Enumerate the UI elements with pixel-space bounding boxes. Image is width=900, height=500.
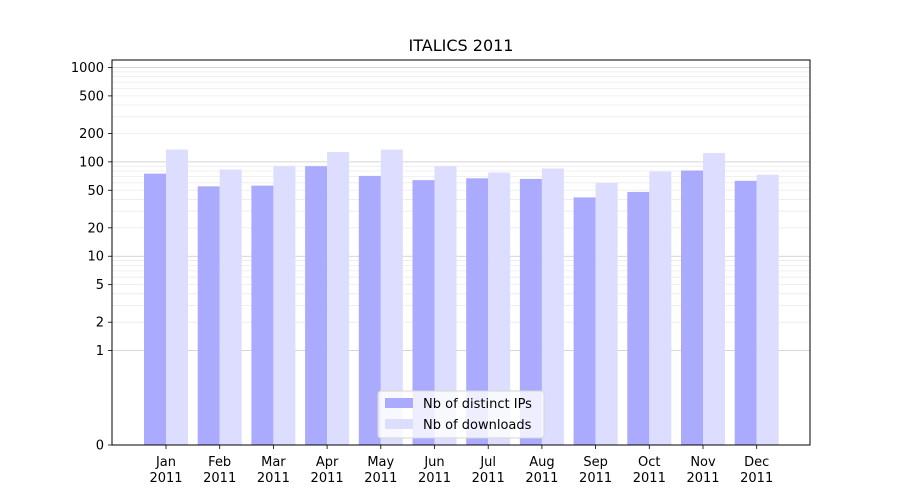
x-tick-label: Feb 2011 <box>203 455 236 486</box>
y-tick-label: 0 <box>96 439 104 454</box>
y-tick-label: 200 <box>79 127 104 142</box>
bar-distinct-ips-9 <box>627 191 650 445</box>
x-tick-label: Jul 2011 <box>472 455 505 486</box>
plot-frame <box>111 59 811 446</box>
legend-label: Nb of distinct IPs <box>423 397 532 412</box>
x-tick-label: Aug 2011 <box>525 455 558 486</box>
legend-label: Nb of downloads <box>423 418 532 433</box>
bar-distinct-ips-6 <box>466 178 489 445</box>
bar-distinct-ips-11 <box>734 180 757 445</box>
bar-downloads-7 <box>541 168 564 445</box>
chart-title: ITALICS 2011 <box>409 36 514 55</box>
y-tick-label: 100 <box>79 155 104 170</box>
legend-swatch <box>385 419 413 429</box>
x-tick-label: Jan 2011 <box>149 455 182 486</box>
legend-box <box>377 390 545 439</box>
bar-downloads-9 <box>649 171 672 445</box>
bar-distinct-ips-2 <box>251 185 274 445</box>
bar-downloads-11 <box>756 174 779 445</box>
bars <box>144 149 779 446</box>
bar-downloads-8 <box>595 182 618 445</box>
y-tick-label: 20 <box>87 221 104 236</box>
x-tick-label: May 2011 <box>364 455 397 486</box>
y-tick-label: 2 <box>96 316 104 331</box>
y-axis: 0 1 2 5 10 20 50 100 200 500 1000 <box>71 61 112 454</box>
bar-distinct-ips-7 <box>519 178 542 445</box>
y-tick-label: 10 <box>87 250 104 265</box>
y-tick-label: 5 <box>96 278 104 293</box>
legend-swatch <box>385 398 413 408</box>
bar-distinct-ips-4 <box>358 175 381 445</box>
bar-downloads-6 <box>488 172 511 445</box>
bar-downloads-4 <box>380 149 403 445</box>
legend: Nb of distinct IPs Nb of downloads <box>377 390 545 439</box>
bar-distinct-ips-8 <box>573 197 596 445</box>
x-axis: Jan 2011 Feb 2011 Mar 2011 Apr 2011 May 2011 Jun 20… <box>149 445 773 486</box>
x-tick-label: Apr 2011 <box>311 455 344 486</box>
bar-downloads-0 <box>166 149 188 445</box>
bar-distinct-ips-0 <box>144 173 166 446</box>
x-tick-label: Oct 2011 <box>633 455 666 486</box>
y-tick-label: 1 <box>96 344 104 359</box>
bar-downloads-5 <box>434 166 457 445</box>
bar-downloads-2 <box>273 166 296 445</box>
y-tick-label: 1000 <box>71 61 104 76</box>
bar-distinct-ips-10 <box>681 170 703 445</box>
bar-distinct-ips-3 <box>305 166 328 445</box>
x-tick-label: Jun 2011 <box>418 455 451 486</box>
bar-downloads-1 <box>219 169 242 445</box>
x-tick-label: Nov 2011 <box>686 455 719 486</box>
bar-downloads-3 <box>327 152 350 445</box>
x-tick-label: Mar 2011 <box>257 455 290 486</box>
x-tick-label: Dec 2011 <box>740 455 773 486</box>
x-tick-label: Sep 2011 <box>579 455 612 486</box>
bar-downloads-10 <box>703 153 725 445</box>
bar-distinct-ips-1 <box>197 186 220 445</box>
bar-distinct-ips-5 <box>412 180 435 445</box>
y-tick-label: 50 <box>87 184 104 199</box>
y-tick-label: 500 <box>79 89 104 104</box>
